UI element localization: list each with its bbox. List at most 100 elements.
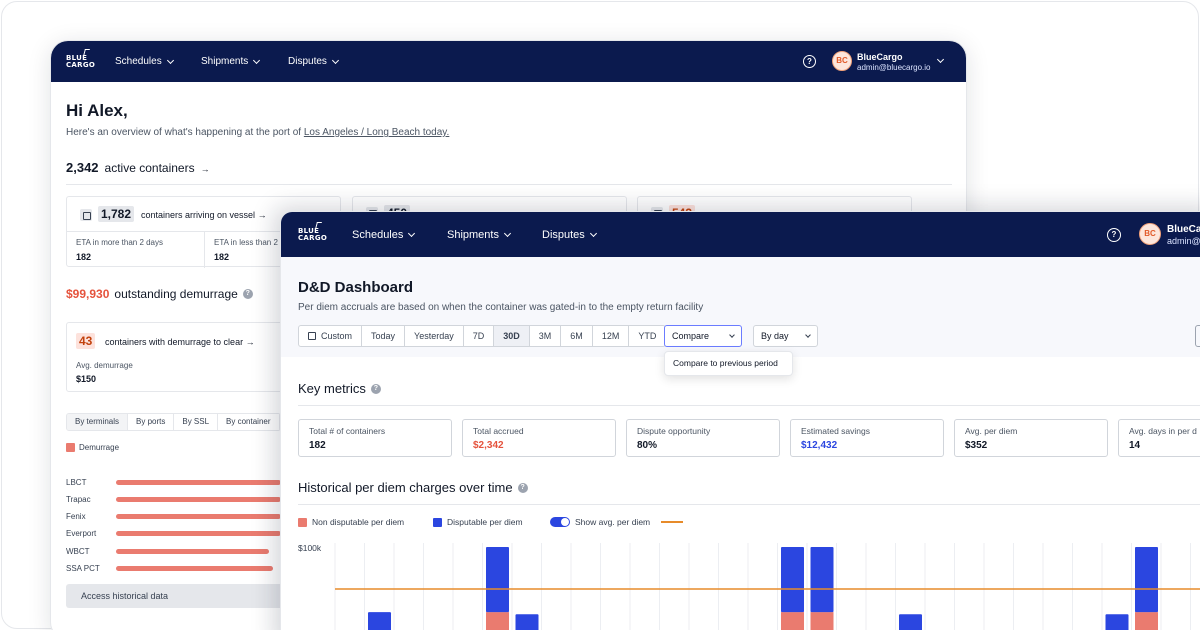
y-axis-label: $100k <box>298 543 322 553</box>
metric-value: 182 <box>309 440 326 451</box>
range-ytd[interactable]: YTD <box>638 331 657 341</box>
avg-toggle[interactable]: Show avg. per diem <box>550 517 684 527</box>
access-historical-button[interactable]: Access historical data <box>66 584 296 608</box>
metric-label: Avg. per diem <box>965 426 1018 436</box>
nav-disputes[interactable]: Disputes <box>542 229 597 241</box>
metric-value: $352 <box>965 440 988 451</box>
tab-by-terminals[interactable]: By terminals <box>67 414 129 430</box>
compare-option[interactable]: Compare to previous period <box>664 351 793 376</box>
divider <box>298 405 1200 406</box>
chevron-down-icon <box>408 229 416 237</box>
metric-label: Total # of containers <box>309 426 386 436</box>
legend-non-disputable: Non disputable per diem <box>298 517 404 527</box>
range-12m[interactable]: 12M <box>593 326 630 346</box>
breakdown-tabs: By terminals By ports By SSL By containe… <box>66 413 281 431</box>
terminal-label: LBCT <box>66 478 87 487</box>
nav-disputes[interactable]: Disputes <box>288 56 339 67</box>
terminal-bar[interactable] <box>116 531 281 536</box>
bar-disputable <box>810 547 834 613</box>
key-metrics-title: Key metrics? <box>298 381 381 396</box>
chevron-down-icon <box>503 229 512 237</box>
avg-demurrage-label: Avg. demurrage <box>76 361 133 370</box>
date-range-selector: Custom Today Yesterday 7D 30D 3M 6M 12M … <box>298 325 667 347</box>
eta-label: ETA in more than 2 days <box>76 238 164 247</box>
chevron-down-icon <box>589 229 597 237</box>
metric-value: 14 <box>1129 440 1141 451</box>
metric-card[interactable]: Total accrued $2,342 <box>462 419 616 457</box>
nav-shipments[interactable]: Shipments <box>201 56 261 67</box>
range-yesterday[interactable]: Yesterday <box>405 326 464 346</box>
legend-disputable: Disputable per diem <box>433 517 523 527</box>
terminal-bar[interactable] <box>116 549 270 554</box>
arriving-count: 1,782 <box>98 206 135 222</box>
legend-avg-line <box>661 521 684 523</box>
help-icon[interactable]: ? <box>803 55 816 68</box>
legend-swatch <box>298 517 307 527</box>
avg-demurrage-value: $150 <box>76 374 97 384</box>
export-button[interactable] <box>1195 325 1200 347</box>
chevron-down-icon[interactable] <box>936 55 945 64</box>
legend-swatch <box>66 443 75 452</box>
metric-label: Estimated savings <box>801 426 870 436</box>
demurrage-count: 43 <box>76 333 96 349</box>
bar-non-disputable <box>486 612 509 630</box>
metric-value: $12,432 <box>801 440 838 451</box>
range-6m[interactable]: 6M <box>561 326 593 346</box>
nav-shipments[interactable]: Shipments <box>447 229 512 241</box>
range-today[interactable]: Today <box>362 326 406 346</box>
overview-text: Here's an overview of what's happening a… <box>66 127 450 138</box>
help-icon[interactable]: ? <box>370 383 381 394</box>
bar-disputable <box>899 614 922 630</box>
terminal-label: SSA PCT <box>66 564 100 573</box>
chevron-down-icon <box>331 56 339 64</box>
help-icon[interactable]: ? <box>517 482 528 493</box>
bluecargo-logo[interactable]: BLUE CARGO <box>66 53 96 69</box>
bar-disputable <box>781 547 804 613</box>
range-7d[interactable]: 7D <box>464 326 495 346</box>
terminal-bar[interactable] <box>116 514 281 519</box>
range-3m[interactable]: 3M <box>530 326 562 346</box>
terminal-bar[interactable] <box>116 566 273 571</box>
bar-disputable <box>486 547 509 613</box>
range-custom[interactable]: Custom <box>299 326 363 346</box>
terminal-bar[interactable] <box>116 497 281 502</box>
terminal-label: WBCT <box>66 547 90 556</box>
active-containers-link[interactable]: 2,342 active containers → <box>66 160 210 175</box>
user-name: BlueCargo <box>857 52 903 62</box>
compare-dropdown[interactable]: Compare <box>664 325 742 347</box>
page-subtitle: Per diem accruals are based on when the … <box>298 302 704 313</box>
terminal-label: Trapac <box>66 495 91 504</box>
metric-card[interactable]: Estimated savings $12,432 <box>790 419 944 457</box>
help-icon[interactable]: ? <box>242 289 253 299</box>
terminal-label: Everport <box>66 529 97 538</box>
range-30d[interactable]: 30D <box>494 326 530 346</box>
chevron-down-icon <box>805 331 811 338</box>
terminal-bar[interactable] <box>116 480 281 485</box>
user-email: admin@bluecargo.io <box>857 63 931 72</box>
port-link[interactable]: Los Angeles / Long Beach today. <box>303 127 450 138</box>
help-icon[interactable]: ? <box>1107 228 1121 242</box>
metric-value: 80% <box>637 440 658 451</box>
avatar[interactable]: BC <box>1139 223 1161 245</box>
demurrage-legend: Demurrage <box>66 443 119 452</box>
metric-card[interactable]: Avg. days in per d 14 <box>1118 419 1200 457</box>
bluecargo-logo[interactable]: BLUE CARGO <box>298 226 328 242</box>
metric-card[interactable]: Dispute opportunity 80% <box>626 419 780 457</box>
metric-label: Avg. days in per d <box>1129 426 1197 436</box>
tab-by-container[interactable]: By container <box>218 414 280 430</box>
eta-value: 182 <box>76 252 92 262</box>
tab-by-ports[interactable]: By ports <box>128 414 175 430</box>
tab-by-ssl[interactable]: By SSL <box>174 414 219 430</box>
metric-card[interactable]: Avg. per diem $352 <box>954 419 1108 457</box>
bar-non-disputable <box>1135 612 1158 630</box>
avatar[interactable]: BC <box>832 51 852 71</box>
chevron-down-icon <box>729 331 735 338</box>
nav-schedules[interactable]: Schedules <box>352 229 416 241</box>
top-nav: BLUE CARGO Schedules Shipments Disputes ?… <box>281 212 1200 257</box>
metric-card[interactable]: Total # of containers 182 <box>298 419 452 457</box>
nav-schedules[interactable]: Schedules <box>115 56 174 67</box>
group-by-dropdown[interactable]: By day <box>753 325 818 347</box>
toggle-switch[interactable] <box>550 517 570 527</box>
terminal-label: Fenix <box>66 512 86 521</box>
bar-disputable <box>515 614 539 630</box>
